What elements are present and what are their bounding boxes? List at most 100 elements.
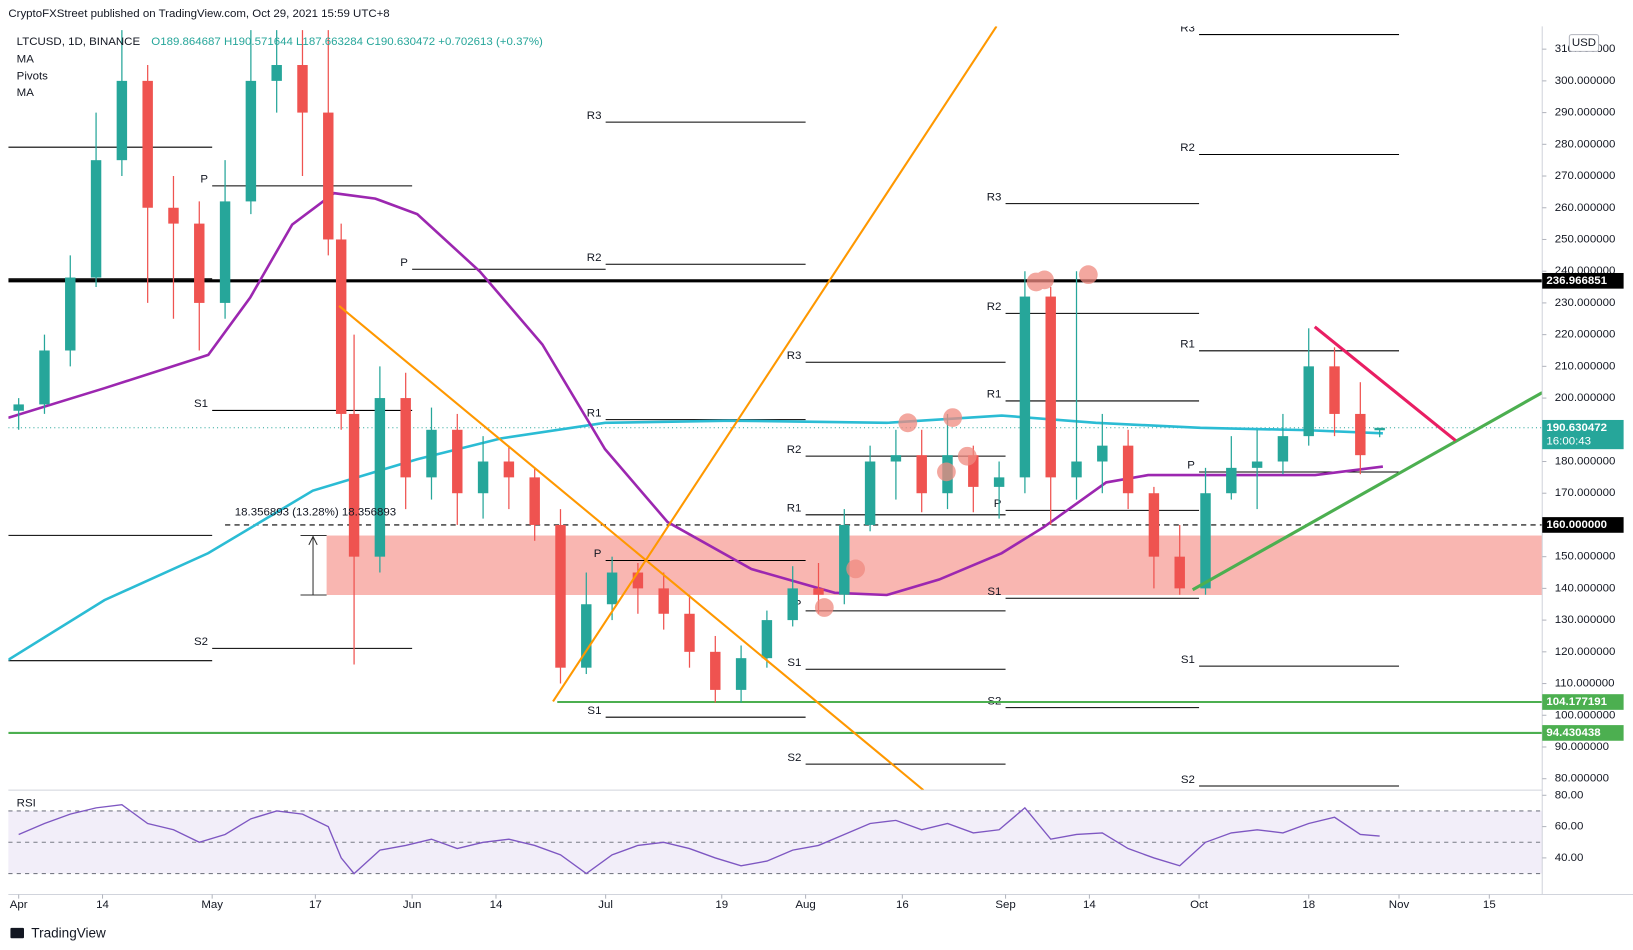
trend-line	[1191, 391, 1543, 592]
candle-body	[632, 572, 644, 589]
marker	[814, 598, 834, 617]
y-tick-label: 80.000000	[1555, 773, 1609, 785]
pivot-label: R1	[1180, 339, 1195, 351]
x-tick-label: Oct	[1190, 899, 1209, 911]
candle-body	[1174, 556, 1185, 589]
candle-body	[65, 277, 76, 351]
currency[interactable]: USD	[1572, 37, 1596, 49]
candle-body	[271, 65, 282, 81]
symbol: LTCUSD, 1D, BINANCE	[17, 36, 141, 48]
x-tick-label: Apr	[10, 899, 28, 911]
candle-body	[13, 404, 24, 411]
y-tick-label: 230.000000	[1555, 297, 1616, 309]
candle-body	[477, 461, 489, 494]
trend-line	[338, 305, 925, 791]
candle-body	[374, 398, 386, 557]
currency-box[interactable]	[1568, 34, 1600, 52]
y-tick-label: 170.000000	[1555, 487, 1616, 499]
header: CryptoFXStreet published on TradingView.…	[8, 8, 389, 20]
footer: TradingView	[31, 926, 106, 941]
candle-body	[555, 524, 566, 668]
axes: 80.000000 90.000000 100.000000 110.000000 12…	[8, 26, 1633, 911]
candle-body	[710, 651, 721, 690]
candle-body	[116, 80, 128, 161]
x-tick-label: 16	[896, 899, 909, 911]
x-tick-label: Jul	[598, 899, 613, 911]
indicator-label: MA	[17, 87, 35, 99]
candle-body	[684, 613, 695, 652]
y-tick-label: 280.000000	[1555, 138, 1616, 150]
candle-body	[581, 604, 592, 668]
price-label: 160.000000	[1546, 519, 1607, 531]
candle-body	[245, 80, 257, 202]
drawings: 18.356893 (13.28%) 18.356893	[235, 26, 1543, 791]
price-label: 190.630472	[1546, 422, 1607, 434]
y-tick-label: 110.000000	[1555, 678, 1615, 690]
marker	[937, 462, 956, 482]
y-tick-label: 260.000000	[1555, 202, 1616, 214]
pivot-label: S2	[787, 752, 801, 764]
y-tick-label: 90.000000	[1555, 741, 1609, 753]
candle-body	[426, 429, 437, 478]
x-tick-label: 15	[1483, 899, 1496, 911]
candle-body	[1303, 366, 1314, 437]
x-tick-label: 14	[96, 899, 109, 911]
y-tick-label: 120.000000	[1555, 646, 1616, 658]
candle-body	[1019, 296, 1031, 478]
candle-body	[1374, 427, 1385, 431]
trend-line	[552, 26, 998, 703]
y-tick-label: 250.000000	[1555, 234, 1616, 246]
y-tick-label: 270.000000	[1555, 170, 1616, 182]
price-label-box	[1542, 517, 1624, 533]
candle-layer	[13, 30, 1385, 703]
price-label-box	[1542, 694, 1624, 710]
candle-body	[813, 588, 824, 595]
rsi-tick-label: 80.00	[1555, 789, 1584, 801]
pivot-label: R2	[587, 252, 602, 264]
candle-body	[1045, 296, 1056, 478]
marker	[1078, 265, 1098, 285]
supply-zone	[326, 535, 1543, 595]
candle-body	[968, 455, 979, 487]
y-tick-label: 130.000000	[1555, 614, 1616, 626]
pivot-label: P	[200, 174, 208, 186]
pivot-label: R2	[987, 301, 1002, 313]
pivot-label: P	[400, 257, 408, 269]
candle-body	[1226, 467, 1237, 494]
rsi-pane	[8, 804, 1543, 875]
pivot-label: S1	[194, 398, 208, 410]
measure-label: 18.356893 (13.28%) 18.356893	[235, 507, 396, 519]
pivot-label: R3	[1180, 22, 1195, 34]
pivot-label: S1	[787, 657, 801, 669]
pivot-label: S1	[587, 705, 601, 717]
candle-body	[142, 80, 153, 208]
marker	[1035, 270, 1054, 290]
candle-body	[194, 223, 205, 303]
x-tick-label: Sep	[995, 899, 1015, 911]
pivot-label: S2	[1181, 774, 1195, 786]
pivot-label: R2	[1180, 142, 1195, 154]
candle-body	[864, 461, 876, 525]
pivot-label: R3	[587, 110, 602, 122]
candle-body	[39, 350, 50, 405]
candle-body	[90, 160, 102, 278]
pivot-label: R1	[987, 389, 1002, 401]
candle-body	[993, 477, 1005, 487]
moving-average	[8, 191, 1384, 597]
moving-average	[8, 414, 1383, 661]
marker	[957, 446, 977, 466]
y-tick-label: 290.000000	[1555, 107, 1616, 119]
candle-body	[219, 201, 231, 303]
pivot-label: P	[1187, 460, 1195, 472]
candle-body	[658, 588, 669, 614]
pivot-label: R1	[787, 503, 802, 515]
rsi-tick-label: 60.00	[1555, 821, 1584, 833]
x-tick-label: May	[201, 899, 223, 911]
candle-body	[1355, 413, 1366, 456]
y-tick-label: 150.000000	[1555, 551, 1616, 563]
ohlc: O189.864687 H190.571644 L187.663284 C190…	[151, 36, 543, 48]
marker	[846, 559, 866, 579]
x-tick-label: 14	[1083, 899, 1096, 911]
pivot-label: R1	[587, 407, 602, 419]
